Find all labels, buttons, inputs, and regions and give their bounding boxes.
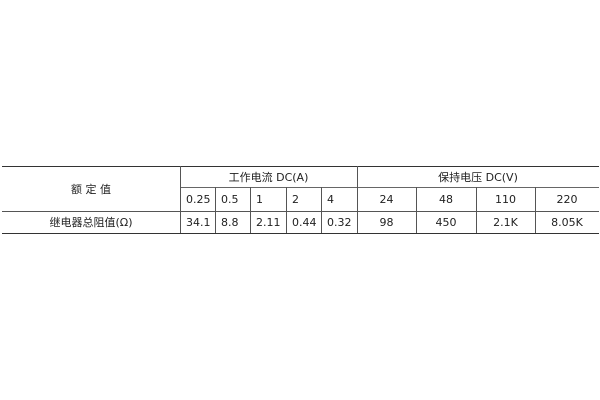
resistance-value: 34.1 [186, 215, 211, 229]
voltage-value: 48 [439, 192, 453, 206]
col-divider [286, 187, 287, 233]
resistance-value: 0.32 [327, 215, 352, 229]
col-divider [416, 187, 417, 233]
current-value: 1 [256, 192, 263, 206]
voltage-value: 220 [556, 192, 578, 206]
rated-value-header: 额 定 值 [71, 182, 111, 196]
col-divider [476, 187, 477, 233]
col-divider [250, 187, 251, 233]
header-divider [180, 187, 599, 188]
table-bottom-rule [2, 233, 599, 234]
col-divider [215, 187, 216, 233]
voltage-value: 24 [379, 192, 394, 206]
current-value: 0.25 [186, 192, 211, 206]
col-divider [180, 166, 181, 233]
current-value: 0.5 [221, 192, 239, 206]
resistance-row-label: 继电器总阻值(Ω) [49, 216, 133, 229]
col-divider [535, 187, 536, 233]
table-top-rule [2, 166, 599, 167]
current-value: 4 [327, 192, 334, 206]
resistance-value: 450 [435, 215, 457, 229]
resistance-value: 2.11 [256, 215, 281, 229]
voltage-value: 110 [495, 192, 516, 206]
resistance-value: 2.1K [493, 215, 518, 229]
col-divider [321, 187, 322, 233]
resistance-value: 8.05K [551, 215, 583, 229]
resistance-value: 0.44 [292, 215, 317, 229]
col-divider [357, 166, 358, 233]
current-value: 2 [292, 192, 299, 206]
resistance-value: 98 [379, 215, 394, 229]
row-divider [2, 211, 599, 212]
current-group-header: 工作电流 DC(A) [228, 170, 309, 184]
resistance-value: 8.8 [221, 215, 239, 229]
voltage-group-header: 保持电压 DC(V) [438, 170, 518, 184]
